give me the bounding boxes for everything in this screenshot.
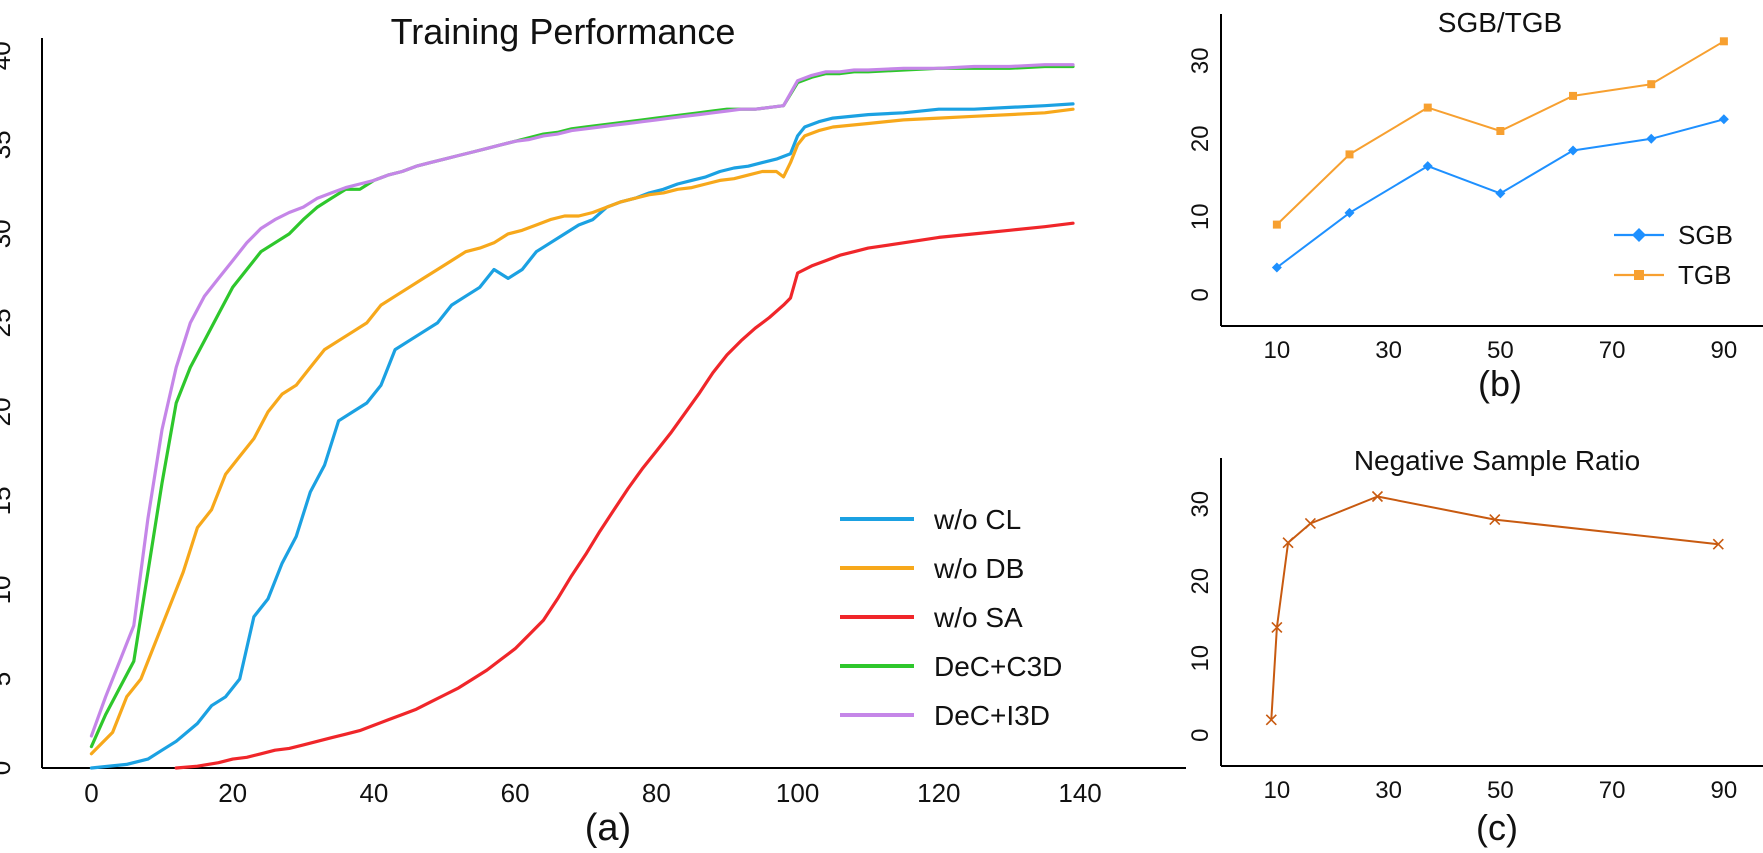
point-tgb xyxy=(1345,150,1354,159)
point-negative-sample-ratio xyxy=(1304,517,1316,530)
panel-a-y-tick-label: 15 xyxy=(0,486,16,515)
panel-b-legend: SGB TGB xyxy=(1614,220,1733,290)
panel-b-y-tick-label: 10 xyxy=(1187,203,1214,230)
panel-a-x-tick-label: 80 xyxy=(642,778,671,808)
point-sgb xyxy=(1344,207,1355,218)
panel-c-x-tick-label: 10 xyxy=(1264,777,1291,804)
panel-b-y-tick-label: 0 xyxy=(1187,288,1214,301)
panel-a-x-tick-label: 0 xyxy=(84,778,98,808)
panel-a-training-performance: Training Performance 0 5 10 15 20 25 30 35 40 0 2… xyxy=(0,11,1186,849)
panel-a-y-tick-label: 10 xyxy=(0,575,16,604)
point-negative-sample-ratio xyxy=(1282,537,1294,549)
panel-a-y-tick-label: 35 xyxy=(0,130,16,159)
panel-a-y-tick-label: 0 xyxy=(0,761,16,775)
panel-a-legend: w/o CL w/o DB w/o SA DeC+C3D DeC+I3D xyxy=(840,504,1062,731)
panel-a-y-tick-label: 5 xyxy=(0,672,16,686)
point-sgb xyxy=(1718,114,1729,125)
panel-a-y-tick-label: 25 xyxy=(0,308,16,337)
point-sgb xyxy=(1495,188,1506,199)
point-sgb xyxy=(1422,161,1433,172)
panel-c-x-tick-label: 70 xyxy=(1599,777,1626,804)
point-negative-sample-ratio xyxy=(1271,621,1283,633)
panel-a-x-tick-label: 140 xyxy=(1058,778,1101,808)
panel-c-series xyxy=(1265,490,1724,726)
panel-b-series xyxy=(1271,37,1729,273)
series-line-negative-sample-ratio xyxy=(1270,495,1720,721)
series-line-dec-i3d xyxy=(89,63,1075,738)
panel-b-x-tick-label: 50 xyxy=(1487,337,1514,364)
panel-b-caption: (b) xyxy=(1478,363,1522,404)
panel-b-x-tick-label: 10 xyxy=(1264,337,1291,364)
panel-c-x-tick-label: 50 xyxy=(1487,777,1514,804)
panel-c-y-tick-label: 20 xyxy=(1187,568,1214,595)
series-line-w-o-cl xyxy=(89,102,1075,770)
legend-label-w-o-db: w/o DB xyxy=(933,553,1024,584)
panel-a-series xyxy=(89,63,1075,770)
panel-b-y-tick-label: 20 xyxy=(1187,125,1214,152)
panel-a-x-ticks: 0 20 40 60 80 100 120 140 xyxy=(84,778,1102,808)
point-negative-sample-ratio xyxy=(1371,490,1384,503)
panel-a-y-tick-label: 30 xyxy=(0,219,16,248)
legend-label-tgb: TGB xyxy=(1678,260,1731,290)
legend-marker-tgb xyxy=(1634,270,1644,280)
panel-c-x-tick-label: 90 xyxy=(1711,777,1738,804)
point-tgb xyxy=(1647,80,1656,89)
panel-b-x-tick-label: 30 xyxy=(1375,337,1402,364)
panel-a-x-tick-label: 100 xyxy=(776,778,819,808)
point-sgb xyxy=(1568,145,1579,156)
panel-a-caption: (a) xyxy=(585,807,631,849)
panel-a-x-tick-label: 60 xyxy=(501,778,530,808)
point-tgb xyxy=(1496,127,1505,135)
legend-marker-sgb xyxy=(1632,228,1646,242)
panel-a-x-tick-label: 20 xyxy=(218,778,247,808)
panel-a-x-tick-label: 40 xyxy=(359,778,388,808)
point-negative-sample-ratio xyxy=(1489,514,1501,526)
panel-c-y-ticks: 0 10 20 30 xyxy=(1187,491,1214,742)
legend-label-w-o-cl: w/o CL xyxy=(933,504,1021,535)
panel-c-negative-sample-ratio: Negative Sample Ratio 0 10 20 30 10 30 50 70 90… xyxy=(1187,445,1763,848)
panel-c-x-ticks: 10 30 50 70 90 xyxy=(1264,777,1738,804)
panel-b-sgb-tgb: SGB/TGB 0 10 20 30 10 30 50 70 90 SGB TGB (b) xyxy=(1187,7,1763,404)
point-negative-sample-ratio xyxy=(1712,538,1724,550)
series-line-w-o-db xyxy=(89,107,1075,756)
legend-label-dec-c3d: DeC+C3D xyxy=(934,651,1062,682)
panel-c-x-tick-label: 30 xyxy=(1375,777,1402,804)
point-tgb xyxy=(1272,220,1281,229)
panel-a-title: Training Performance xyxy=(391,11,736,52)
series-line-dec-c3d xyxy=(89,64,1075,749)
legend-label-w-o-sa: w/o SA xyxy=(933,602,1023,633)
legend-label-sgb: SGB xyxy=(1678,220,1733,250)
point-tgb xyxy=(1719,37,1728,46)
panel-c-y-tick-label: 30 xyxy=(1187,491,1214,518)
series-line-w-o-sa xyxy=(174,221,1075,770)
legend-label-dec-i3d: DeC+I3D xyxy=(934,700,1050,731)
panel-a-y-tick-label: 20 xyxy=(0,397,16,426)
panel-b-x-tick-label: 90 xyxy=(1711,337,1738,364)
panel-c-caption: (c) xyxy=(1476,807,1518,848)
panel-a-x-tick-label: 120 xyxy=(917,778,960,808)
panel-b-y-ticks: 0 10 20 30 xyxy=(1187,47,1214,301)
panel-c-title: Negative Sample Ratio xyxy=(1354,445,1640,476)
panel-b-x-tick-label: 70 xyxy=(1599,337,1626,364)
panel-b-title: SGB/TGB xyxy=(1438,7,1562,38)
panel-b-y-tick-label: 30 xyxy=(1187,47,1214,74)
panel-a-y-tick-label: 40 xyxy=(0,41,16,70)
point-tgb xyxy=(1569,91,1578,100)
point-sgb xyxy=(1271,262,1282,273)
panel-b-x-ticks: 10 30 50 70 90 xyxy=(1264,337,1738,364)
panel-c-y-tick-label: 10 xyxy=(1187,645,1214,672)
panel-c-y-tick-label: 0 xyxy=(1187,729,1214,742)
point-negative-sample-ratio xyxy=(1265,714,1277,726)
panel-a-y-ticks: 0 5 10 15 20 25 30 35 40 xyxy=(0,41,16,775)
point-sgb xyxy=(1646,133,1657,144)
point-tgb xyxy=(1423,103,1432,112)
